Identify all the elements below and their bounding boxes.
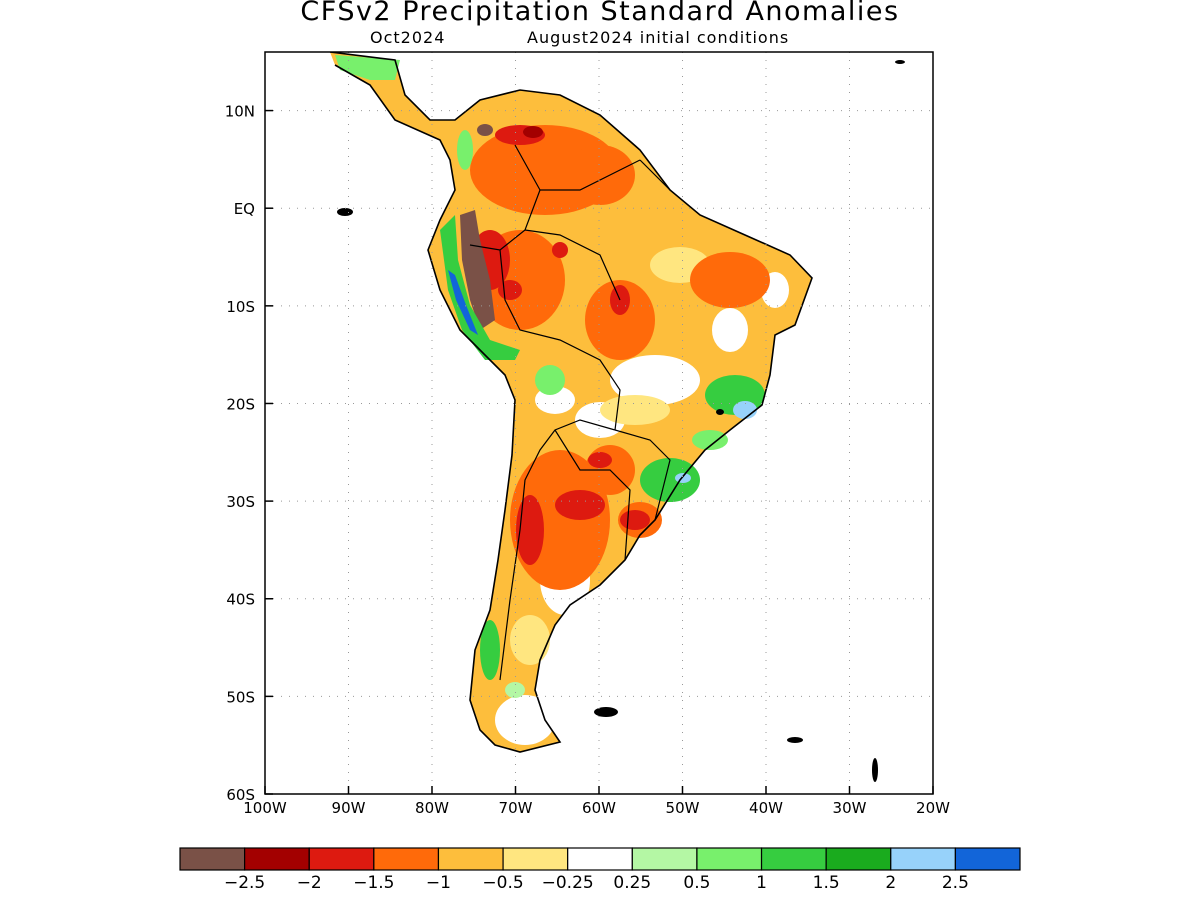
map-content bbox=[329, 52, 905, 782]
colorbar-label: −0.5 bbox=[482, 873, 523, 893]
colorbar-label: 0.5 bbox=[683, 873, 710, 893]
colorbar-label: −0.25 bbox=[542, 873, 594, 893]
lon-tick-label: 50W bbox=[666, 799, 700, 817]
country-borders bbox=[469, 144, 671, 681]
initial-conditions: August2024 initial conditions bbox=[527, 28, 790, 47]
lat-tick-label: 30S bbox=[226, 493, 255, 511]
colorbar-label: −2.5 bbox=[224, 873, 265, 893]
colorbar-swatch bbox=[244, 847, 310, 871]
islands bbox=[337, 60, 905, 782]
lat-tick-label: 40S bbox=[226, 591, 255, 609]
lon-tick-label: 100W bbox=[243, 799, 287, 817]
lon-tick-label: 70W bbox=[499, 799, 533, 817]
colorbar-swatch bbox=[760, 847, 827, 871]
lat-tick-label: 60S bbox=[226, 786, 255, 804]
lat-tick-label: 50S bbox=[226, 688, 255, 706]
lat-tick-label: 10N bbox=[225, 103, 255, 121]
colorbar-swatch bbox=[308, 847, 375, 871]
colorbar-swatch bbox=[179, 847, 246, 871]
lat-tick-label: 10S bbox=[226, 298, 255, 316]
colorbar-swatch bbox=[954, 847, 1021, 871]
lat-tick-label: EQ bbox=[234, 200, 255, 218]
lon-tick-label: 30W bbox=[833, 799, 867, 817]
colorbar-label: −1 bbox=[426, 873, 451, 893]
lon-tick-label: 90W bbox=[332, 799, 366, 817]
colorbar-label: 1 bbox=[756, 873, 767, 893]
chart-title: CFSv2 Precipitation Standard Anomalies bbox=[300, 0, 900, 27]
colorbar-label: 2 bbox=[885, 873, 896, 893]
colorbar-label: 1.5 bbox=[813, 873, 840, 893]
colorbar-swatch bbox=[696, 847, 763, 871]
lon-tick-label: 40W bbox=[749, 799, 783, 817]
lat-tick-label: 20S bbox=[226, 395, 255, 413]
colorbar-swatch bbox=[502, 847, 569, 871]
colorbar-labels: −2.5 −2 −1.5 −1 −0.5 −0.25 0.25 0.5 1 1.5 2 2.5 bbox=[224, 873, 969, 893]
colorbar-label: 2.5 bbox=[942, 873, 969, 893]
coastline bbox=[329, 52, 813, 753]
lon-tick-label: 60W bbox=[582, 799, 616, 817]
colorbar-boxes bbox=[179, 847, 1021, 871]
anomaly-map: 100W 90W 80W 70W 60W 50W 40W 30W 20W 10N EQ 10S 20S 3… bbox=[225, 51, 950, 817]
colorbar-swatch bbox=[825, 847, 892, 871]
forecast-month: Oct2024 bbox=[370, 28, 446, 47]
colorbar-swatch bbox=[631, 847, 698, 871]
lon-tick-label: 20W bbox=[916, 799, 950, 817]
colorbar-swatch bbox=[890, 847, 956, 871]
colorbar-swatch bbox=[373, 847, 440, 871]
colorbar-swatch bbox=[437, 847, 504, 871]
colorbar-label: −2 bbox=[297, 873, 322, 893]
colorbar-swatch bbox=[567, 847, 633, 871]
axis-ticks: 100W 90W 80W 70W 60W 50W 40W 30W 20W 10N EQ 10S 20S 3… bbox=[225, 103, 950, 817]
lon-tick-label: 80W bbox=[415, 799, 449, 817]
extreme-dry-areas bbox=[460, 124, 543, 330]
colorbar-label: −1.5 bbox=[353, 873, 394, 893]
wet-areas bbox=[335, 55, 765, 698]
colorbar-label: 0.25 bbox=[613, 873, 651, 893]
